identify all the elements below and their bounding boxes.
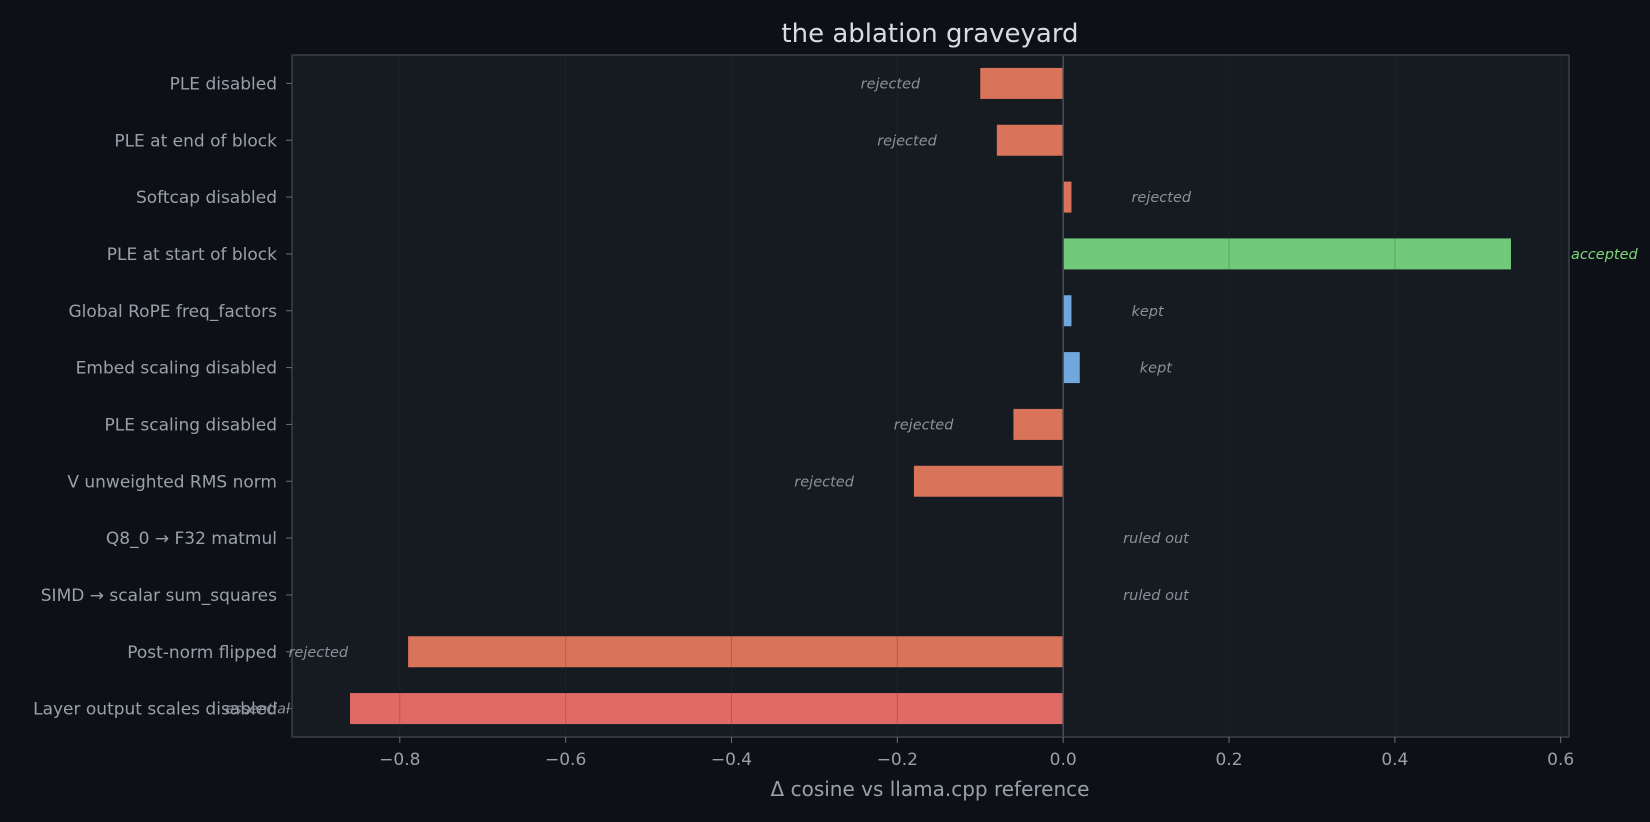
bar bbox=[980, 67, 1064, 99]
category-label: Embed scaling disabled bbox=[76, 359, 277, 379]
bar-annotation: ruled out bbox=[1123, 531, 1190, 547]
category-label: Layer output scales disabled bbox=[33, 700, 277, 720]
x-tick-label: 0.6 bbox=[1547, 750, 1574, 770]
bar-annotation: accepted bbox=[1571, 247, 1639, 263]
bar-annotation: rejected bbox=[1131, 190, 1191, 206]
x-tick-label: 0.0 bbox=[1050, 750, 1077, 770]
bar-annotation: kept bbox=[1131, 304, 1165, 320]
category-label: Softcap disabled bbox=[136, 188, 277, 208]
category-label: Global RoPE freq_factors bbox=[69, 302, 278, 322]
category-label: PLE disabled bbox=[170, 74, 277, 94]
bar-annotation: ruled out bbox=[1123, 588, 1190, 604]
x-tick-label: 0.2 bbox=[1215, 750, 1242, 770]
chart-title: the ablation graveyard bbox=[781, 19, 1078, 49]
bar bbox=[350, 693, 1064, 725]
bar-annotation: rejected bbox=[894, 417, 954, 433]
bar bbox=[1013, 408, 1064, 440]
x-tick-label: −0.4 bbox=[711, 750, 752, 770]
x-tick-label: 0.4 bbox=[1381, 750, 1408, 770]
plot-frame bbox=[291, 54, 1570, 738]
plot-area bbox=[292, 55, 1569, 737]
bar bbox=[996, 124, 1064, 156]
bar bbox=[1063, 238, 1511, 270]
bar-annotation: essential bbox=[225, 702, 290, 718]
bar bbox=[408, 636, 1064, 668]
category-label: Q8_0 → F32 matmul bbox=[106, 529, 277, 549]
bar bbox=[913, 465, 1064, 497]
bar-annotation: rejected bbox=[861, 76, 921, 92]
bar-annotation: rejected bbox=[288, 645, 348, 661]
x-axis-label: Δ cosine vs llama.cpp reference bbox=[771, 777, 1090, 801]
bar bbox=[1063, 181, 1072, 213]
category-label: PLE at start of block bbox=[107, 245, 277, 265]
x-tick-label: −0.6 bbox=[545, 750, 586, 770]
bar-annotation: kept bbox=[1140, 361, 1174, 377]
bar bbox=[1063, 352, 1080, 384]
category-label: PLE at end of block bbox=[114, 131, 277, 151]
bar bbox=[1063, 295, 1072, 327]
bar-annotation: rejected bbox=[794, 474, 854, 490]
category-label: PLE scaling disabled bbox=[105, 415, 277, 435]
x-tick-label: −0.8 bbox=[379, 750, 420, 770]
category-label: Post-norm flipped bbox=[127, 643, 277, 663]
category-label: SIMD → scalar sum_squares bbox=[41, 586, 277, 606]
x-tick-label: −0.2 bbox=[877, 750, 918, 770]
bar-annotation: rejected bbox=[877, 133, 937, 149]
category-label: V unweighted RMS norm bbox=[67, 472, 277, 492]
